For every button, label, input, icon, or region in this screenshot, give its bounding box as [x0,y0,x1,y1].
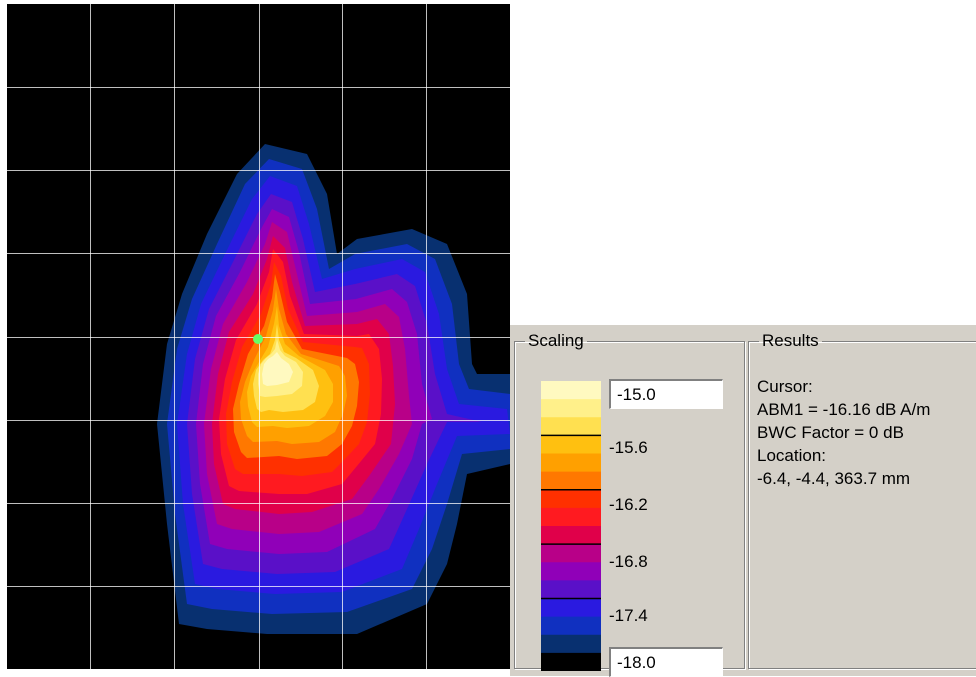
color-scale-swatch [541,598,601,618]
scaling-group: Scaling -15.0 -15.6 -16.2 -16.8 -17.4 -1… [514,331,745,677]
results-panel: Scaling -15.0 -15.6 -16.2 -16.8 -17.4 -1… [510,324,976,677]
bwc-factor-value: BWC Factor = 0 dB [757,423,904,442]
contour-map[interactable] [7,4,510,669]
scale-tick-label: -17.4 [609,606,648,625]
color-scale-swatch [541,399,601,418]
color-scale-swatch [541,489,601,509]
color-scale-swatch [541,435,601,455]
color-scale-swatch [541,417,601,436]
color-scale-swatch [541,526,601,545]
scale-max-input[interactable]: -15.0 [609,379,723,409]
location-value: -6.4, -4.4, 363.7 mm [757,469,911,488]
color-scale-swatch [541,544,601,563]
cursor-marker [253,334,263,344]
contour-band [262,352,293,386]
color-scale-swatch [541,616,601,636]
contour-bands [157,144,510,634]
scale-tick-label: -15.6 [609,438,648,457]
grid-lines [7,4,510,669]
color-scale-swatch [541,634,601,654]
scale-tick-label: -16.8 [609,552,648,571]
results-text: Cursor: ABM1 = -16.16 dB A/m BWC Factor … [757,375,930,490]
results-legend: Results [762,331,819,350]
location-label: Location: [757,446,826,465]
color-scale-swatch [541,652,601,671]
results-group: Results Cursor: ABM1 = -16.16 dB A/m BWC… [748,331,976,669]
color-scale-swatch [541,562,601,581]
field-map-plot[interactable] [7,4,510,669]
cursor-label: Cursor: [757,377,813,396]
color-scale-swatch [541,507,601,527]
scale-tick-label: -16.2 [609,495,648,514]
color-scale-swatch [541,381,601,400]
abm1-value: ABM1 = -16.16 dB A/m [757,400,931,419]
color-scale-bar [541,381,601,671]
color-scale-swatch [541,580,601,600]
scale-min-input[interactable]: -18.0 [609,647,723,677]
color-scale-swatch [541,453,601,473]
color-scale-swatch [541,471,601,491]
scaling-legend: Scaling [528,331,584,350]
